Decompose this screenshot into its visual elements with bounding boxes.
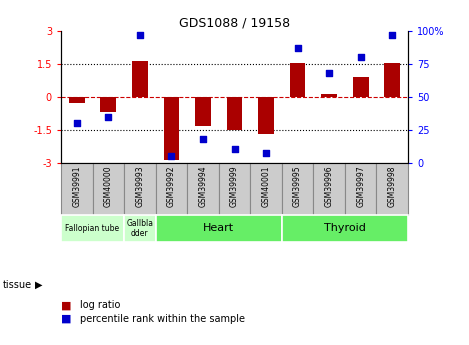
- Bar: [219, 162, 250, 215]
- Bar: [353, 77, 369, 97]
- Bar: [156, 215, 282, 242]
- Bar: [164, 97, 179, 160]
- Text: Heart: Heart: [203, 223, 234, 233]
- Point: [325, 70, 333, 76]
- Text: ▶: ▶: [35, 280, 43, 289]
- Bar: [290, 63, 305, 97]
- Bar: [124, 215, 156, 242]
- Point: [136, 32, 144, 38]
- Text: GSM39994: GSM39994: [198, 165, 207, 207]
- Text: GSM39991: GSM39991: [72, 165, 81, 207]
- Bar: [132, 61, 148, 97]
- Point: [199, 136, 207, 142]
- Text: log ratio: log ratio: [80, 300, 120, 310]
- Text: Thyroid: Thyroid: [324, 223, 366, 233]
- Bar: [92, 162, 124, 215]
- Text: tissue: tissue: [2, 280, 31, 289]
- Text: GSM39996: GSM39996: [325, 165, 333, 207]
- Text: GSM39993: GSM39993: [136, 165, 144, 207]
- Bar: [321, 93, 337, 97]
- Point: [262, 151, 270, 156]
- Bar: [61, 215, 124, 242]
- Text: ■: ■: [61, 300, 71, 310]
- Point: [73, 120, 81, 126]
- Text: percentile rank within the sample: percentile rank within the sample: [80, 314, 245, 324]
- Text: GSM40001: GSM40001: [262, 165, 271, 207]
- Point: [231, 147, 238, 152]
- Bar: [124, 162, 156, 215]
- Point: [167, 153, 175, 159]
- Bar: [377, 162, 408, 215]
- Text: Gallbla
dder: Gallbla dder: [126, 219, 153, 238]
- Bar: [100, 97, 116, 112]
- Point: [388, 32, 396, 38]
- Point: [357, 55, 364, 60]
- Text: GSM39998: GSM39998: [388, 165, 397, 207]
- Text: ■: ■: [61, 314, 71, 324]
- Bar: [258, 97, 274, 134]
- Bar: [385, 63, 400, 97]
- Title: GDS1088 / 19158: GDS1088 / 19158: [179, 17, 290, 30]
- Text: GSM40000: GSM40000: [104, 165, 113, 207]
- Text: Fallopian tube: Fallopian tube: [66, 224, 120, 233]
- Bar: [61, 162, 92, 215]
- Text: GSM39992: GSM39992: [167, 165, 176, 207]
- Bar: [313, 162, 345, 215]
- Text: GSM39999: GSM39999: [230, 165, 239, 207]
- Bar: [187, 162, 219, 215]
- Bar: [282, 215, 408, 242]
- Bar: [156, 162, 187, 215]
- Bar: [282, 162, 313, 215]
- Point: [294, 46, 302, 51]
- Text: GSM39997: GSM39997: [356, 165, 365, 207]
- Bar: [227, 97, 242, 130]
- Point: [105, 114, 112, 119]
- Bar: [195, 97, 211, 126]
- Bar: [250, 162, 282, 215]
- Bar: [69, 97, 84, 104]
- Bar: [345, 162, 377, 215]
- Text: GSM39995: GSM39995: [293, 165, 302, 207]
